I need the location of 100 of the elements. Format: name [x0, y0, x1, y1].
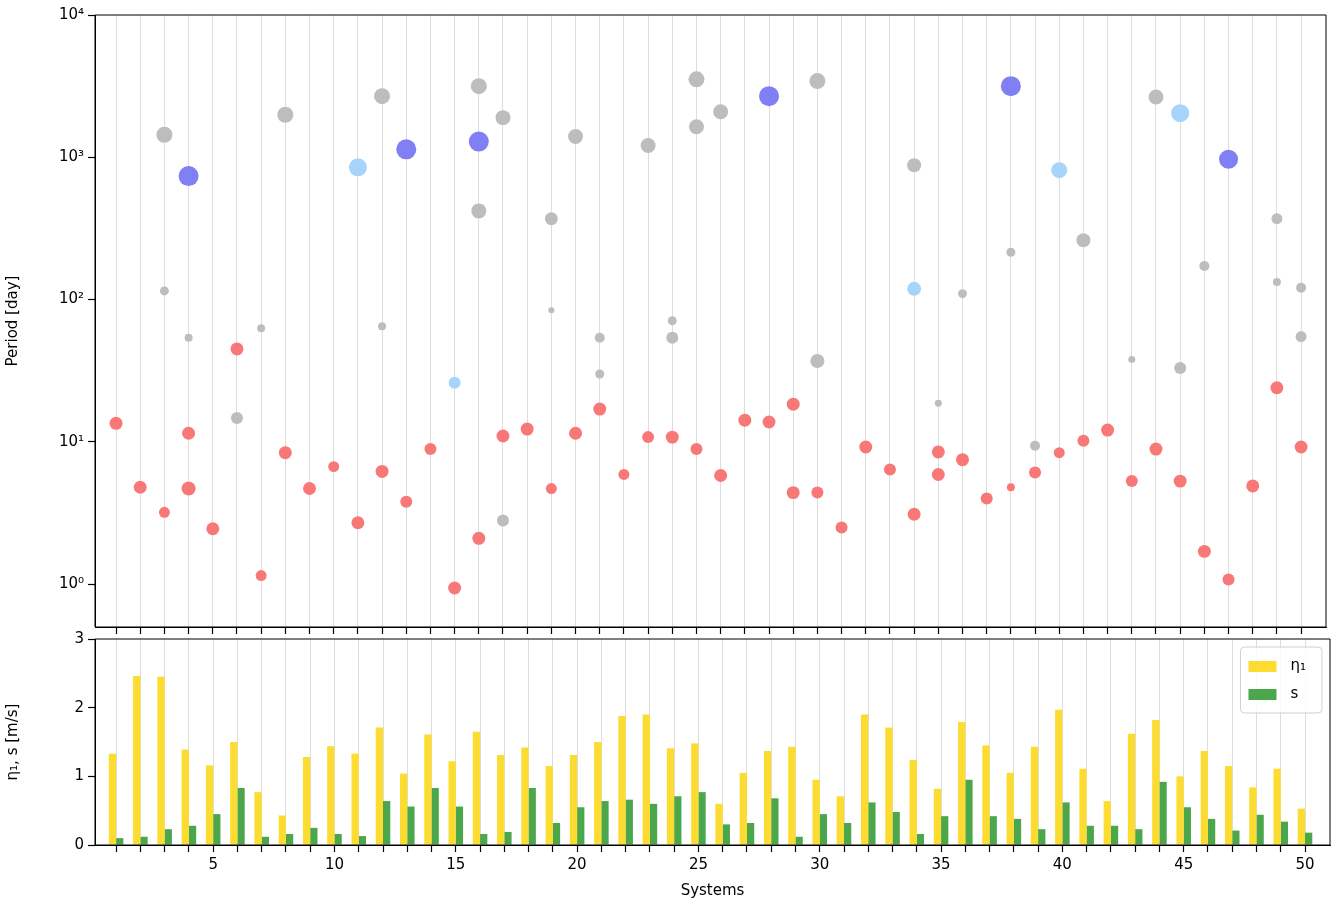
- bar: [1030, 746, 1039, 845]
- bar: [642, 714, 650, 845]
- bar: [771, 798, 779, 845]
- bar: [746, 823, 755, 845]
- legend-label: η₁: [1290, 655, 1307, 674]
- bar: [302, 757, 311, 845]
- bar: [285, 834, 294, 845]
- bar: [157, 676, 165, 845]
- x-tick-label: 45: [1174, 854, 1194, 873]
- bar: [577, 807, 585, 845]
- bar: [1200, 750, 1208, 845]
- bar: [722, 824, 730, 845]
- bar: [116, 838, 124, 845]
- bar: [965, 779, 973, 845]
- y-axis-title: η₁, s [m/s]: [2, 703, 21, 781]
- bar: [958, 722, 966, 845]
- x-tick-label: 5: [208, 854, 218, 873]
- bar: [552, 823, 561, 845]
- bar: [812, 779, 820, 845]
- bar: [601, 801, 609, 845]
- bar: [1224, 766, 1233, 845]
- y-tick-label: 10¹: [58, 431, 84, 450]
- bar: [892, 812, 900, 845]
- bar: [213, 814, 221, 845]
- bar: [133, 676, 141, 845]
- bar: [1110, 825, 1119, 845]
- bar: [1249, 787, 1257, 845]
- bar: [1055, 709, 1063, 845]
- bar: [383, 801, 391, 845]
- bar: [545, 766, 553, 845]
- bar: [1086, 825, 1094, 845]
- bar: [836, 796, 845, 845]
- bar: [254, 792, 262, 845]
- bar: [674, 796, 682, 845]
- x-tick-label: 50: [1295, 854, 1315, 873]
- bar: [1232, 830, 1240, 845]
- y-tick-label: 3: [74, 628, 84, 647]
- bar: [205, 765, 214, 845]
- bar: [569, 755, 578, 845]
- y-tick-label: 0: [74, 834, 84, 853]
- x-tick-label: 25: [688, 854, 708, 873]
- bar: [424, 734, 432, 845]
- bar: [1280, 821, 1289, 845]
- bar: [431, 788, 439, 845]
- bar: [1006, 772, 1014, 845]
- bar: [310, 827, 318, 845]
- bar: [860, 714, 869, 845]
- bar: [1297, 808, 1306, 845]
- bar: [1135, 829, 1143, 845]
- bar: [497, 755, 505, 845]
- bar: [763, 750, 772, 845]
- bar: [1183, 807, 1191, 845]
- bar: [399, 773, 408, 845]
- bar: [868, 802, 876, 845]
- bar: [788, 746, 796, 845]
- bar: [140, 836, 148, 845]
- bar: [504, 831, 512, 845]
- bar: [618, 715, 626, 845]
- bar: [358, 836, 367, 845]
- bar: [108, 753, 117, 845]
- bar: [933, 788, 942, 845]
- bar: [521, 747, 529, 845]
- bar: [1062, 802, 1070, 845]
- bar: [1152, 720, 1160, 845]
- y-axis-title: Period [day]: [2, 275, 21, 367]
- bar: [1103, 801, 1111, 845]
- bar: [1176, 776, 1184, 845]
- x-axis-title: Systems: [680, 880, 745, 899]
- legend-label: s: [1290, 683, 1299, 702]
- bar: [916, 834, 925, 845]
- y-tick-label: 10⁰: [58, 574, 84, 593]
- bar: [237, 788, 245, 845]
- bar: [989, 816, 997, 845]
- bar: [844, 823, 852, 845]
- x-tick-label: 40: [1052, 854, 1072, 873]
- bar: [448, 761, 456, 845]
- bar: [941, 816, 949, 845]
- bar: [698, 792, 706, 845]
- bar: [1127, 733, 1136, 845]
- bar: [480, 834, 488, 845]
- bar: [472, 731, 481, 845]
- x-tick-label: 10: [324, 854, 345, 873]
- bar: [649, 803, 658, 845]
- bar: [528, 788, 536, 845]
- bar: [819, 814, 828, 845]
- bar: [278, 815, 286, 845]
- bar: [982, 745, 990, 845]
- y-tick-label: 10³: [58, 147, 84, 166]
- bar: [795, 836, 803, 845]
- y-tick-label: 10²: [58, 289, 84, 308]
- bar: [625, 799, 633, 845]
- bar: [594, 742, 602, 845]
- y-tick-label: 2: [74, 697, 84, 716]
- bar: [407, 806, 415, 845]
- bar: [1207, 818, 1216, 845]
- x-tick-label: 20: [567, 854, 587, 873]
- bar: [1305, 832, 1313, 845]
- bar: [885, 727, 893, 845]
- bar: [327, 746, 335, 845]
- x-tick-label: 15: [446, 854, 466, 873]
